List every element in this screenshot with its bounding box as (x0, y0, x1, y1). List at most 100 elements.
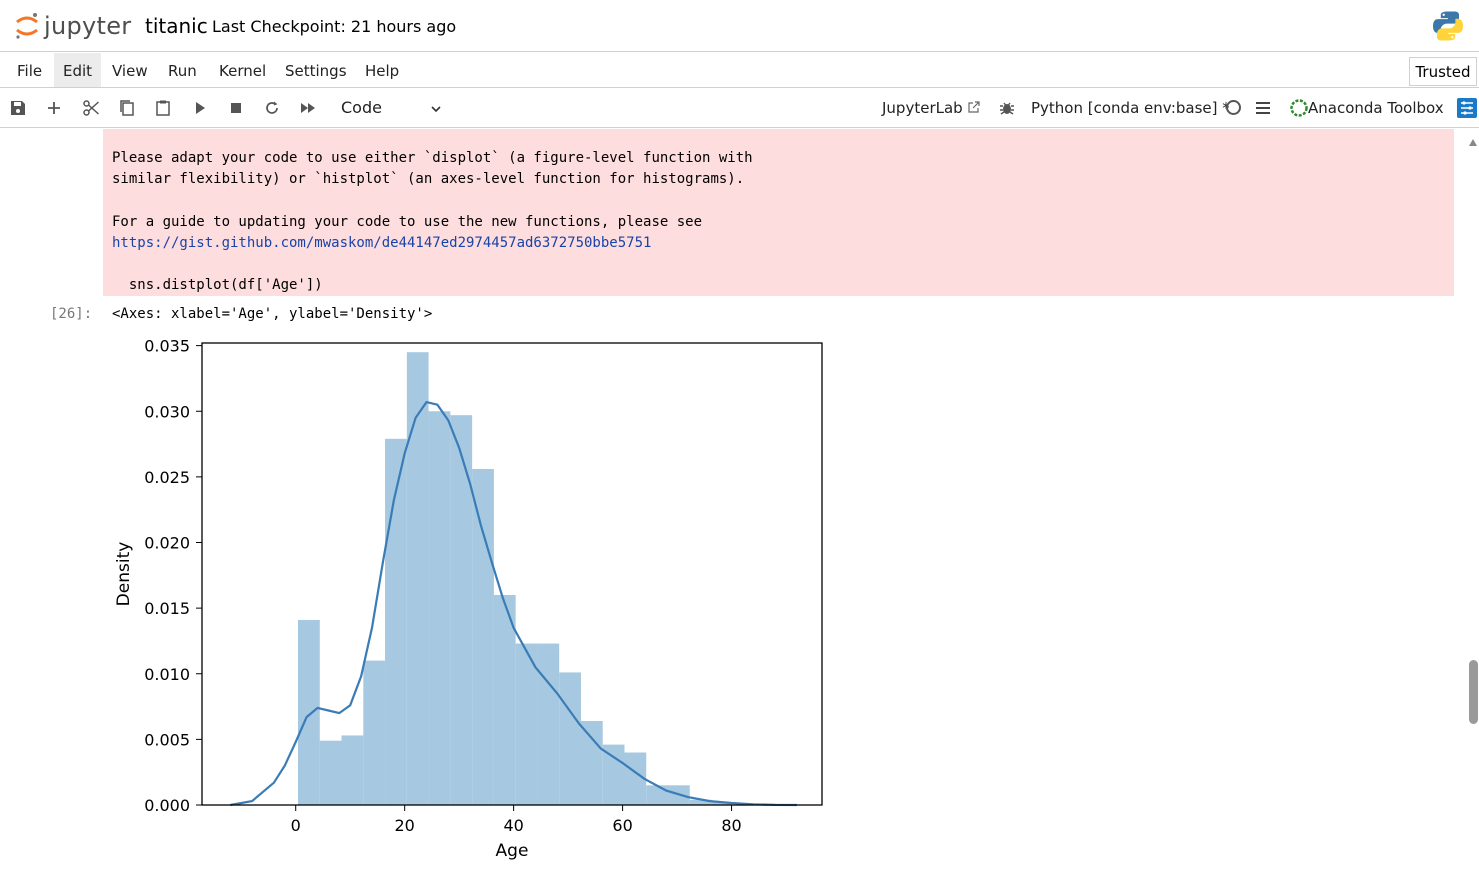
histogram-bar (624, 752, 647, 805)
y-axis-label: Density (114, 542, 134, 607)
menu-kernel[interactable]: Kernel (219, 62, 267, 80)
cut-icon (83, 100, 100, 116)
warning-link[interactable]: https://gist.github.com/mwaskom/de44147e… (112, 235, 652, 251)
scrollbar-thumb[interactable] (1469, 660, 1478, 724)
vertical-scrollbar[interactable] (1466, 129, 1479, 871)
cell-type-select[interactable]: Code (341, 96, 451, 122)
y-tick-label: 0.035 (144, 337, 190, 356)
warning-line: For a guide to updating your code to use… (112, 214, 703, 230)
histogram-bar (450, 415, 473, 805)
histogram-bars (297, 352, 732, 805)
paste-icon (156, 100, 170, 116)
execution-prompt: [26]: (50, 306, 93, 322)
run-icon (196, 102, 205, 114)
notebook-header: jupyter titanic Last Checkpoint: 21 hour… (0, 0, 1479, 52)
stderr-output (103, 129, 1454, 296)
y-tick-label: 0.030 (144, 402, 190, 421)
menu-file[interactable]: File (17, 62, 43, 80)
menu-run[interactable]: Run (168, 62, 197, 80)
trusted-button[interactable]: Trusted (1409, 57, 1477, 86)
x-tick-label: 20 (394, 816, 414, 835)
y-tick-label: 0.010 (144, 665, 190, 684)
paste-button[interactable] (151, 96, 175, 120)
x-tick-label: 80 (721, 816, 741, 835)
x-axis-ticks: 0 20 40 60 80 (291, 805, 742, 835)
x-tick-label: 40 (503, 816, 523, 835)
histogram-bar (297, 619, 320, 805)
anaconda-toolbox-button[interactable]: Anaconda Toolbox (1308, 99, 1444, 117)
external-link-icon (968, 101, 980, 113)
copy-icon (120, 100, 134, 116)
anaconda-icon (1290, 99, 1308, 117)
output-repr: <Axes: xlabel='Age', ylabel='Density'> (112, 306, 433, 322)
y-tick-label: 0.025 (144, 468, 190, 487)
menu-help[interactable]: Help (365, 62, 400, 80)
notebook-title[interactable]: titanic (145, 14, 208, 38)
histogram-bar (602, 744, 625, 805)
add-cell-icon (48, 102, 60, 114)
warning-line: similar flexibility) or `histplot` (an a… (112, 171, 745, 187)
x-tick-label: 60 (612, 816, 632, 835)
histogram-bar (515, 643, 538, 805)
histogram-bar (472, 469, 494, 805)
x-axis-label: Age (496, 841, 529, 861)
y-tick-label: 0.005 (144, 730, 190, 749)
histogram-bar (559, 672, 581, 805)
kernel-status-icon (1226, 100, 1241, 115)
kernel-name[interactable]: Python [conda env:base] * (1031, 99, 1230, 117)
warning-line: Please adapt your code to use either `di… (112, 150, 753, 166)
histogram-bar (580, 721, 603, 805)
y-tick-label: 0.015 (144, 599, 190, 618)
histogram-bar (363, 660, 386, 805)
age-distribution-chart: 0 20 40 60 80 0.000 0.005 0.010 0.015 0.020 0.025… (114, 337, 823, 861)
y-tick-label: 0.020 (144, 534, 190, 553)
stop-icon (231, 103, 241, 113)
histogram-bar (646, 785, 669, 805)
histogram-bar (341, 735, 364, 805)
cell-type-value: Code (341, 98, 382, 117)
axes-frame (201, 342, 823, 806)
histogram-bar (385, 438, 407, 805)
notebook-toolbar: Code JupyterLab Python [conda env:base] … (0, 88, 1479, 128)
copy-button[interactable] (115, 96, 139, 120)
add-cell-button[interactable] (42, 96, 66, 120)
bug-icon (1000, 102, 1014, 115)
histogram-bar (537, 643, 560, 805)
kernel-menu-icon[interactable] (1255, 100, 1271, 116)
jupyter-logo-icon (16, 13, 38, 39)
histogram-bar (406, 352, 429, 805)
save-button[interactable] (6, 96, 30, 120)
histogram-bar (428, 411, 451, 805)
menubar: File Edit View Run Kernel Settings Help … (0, 53, 1479, 88)
warning-code-line: sns.distplot(df['Age']) (112, 277, 323, 293)
scroll-up-icon[interactable] (1469, 139, 1477, 146)
open-jupyterlab-button[interactable]: JupyterLab (882, 96, 981, 120)
menu-edit[interactable]: Edit (54, 53, 102, 87)
chevron-down-icon (431, 106, 441, 113)
jupyter-logo-text: jupyter (44, 12, 132, 40)
jupyter-logo[interactable]: jupyter (14, 10, 131, 42)
restart-icon (266, 101, 278, 114)
cut-button[interactable] (79, 96, 103, 120)
menu-view[interactable]: View (112, 62, 148, 80)
histogram-bar (711, 802, 732, 805)
restart-button[interactable] (260, 96, 284, 120)
sidebar-toggle-icon[interactable] (1457, 98, 1477, 118)
x-tick-label: 0 (291, 816, 301, 835)
y-axis-ticks: 0.000 0.005 0.010 0.015 0.020 0.025 0.030 0.035 (144, 337, 202, 815)
menu-settings[interactable]: Settings (285, 62, 347, 80)
checkpoint-status: Last Checkpoint: 21 hours ago (212, 17, 457, 36)
run-all-icon (301, 103, 315, 113)
histogram-bar (319, 740, 342, 805)
jupyterlab-label: JupyterLab (882, 99, 963, 117)
save-icon (11, 101, 25, 115)
histogram-bar (689, 799, 712, 805)
python-logo-icon (1433, 11, 1463, 41)
histogram-bar (493, 595, 516, 805)
debugger-button[interactable] (995, 96, 1019, 120)
y-tick-label: 0.000 (144, 796, 190, 815)
run-button[interactable] (188, 96, 212, 120)
stop-button[interactable] (224, 96, 248, 120)
run-all-button[interactable] (296, 96, 320, 120)
kde-curve (230, 400, 797, 807)
